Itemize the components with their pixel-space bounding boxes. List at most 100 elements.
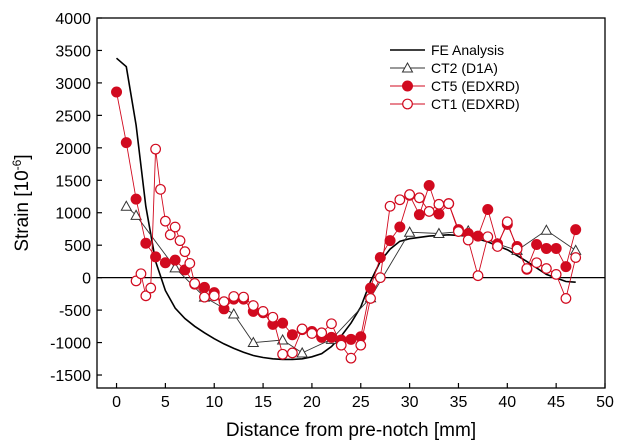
data-point-open xyxy=(540,263,552,274)
data-point-open xyxy=(345,352,357,364)
data-point-open xyxy=(365,293,376,304)
data-point-open xyxy=(228,291,240,302)
y-tick-label: 3000 xyxy=(55,76,91,93)
y-tick-label: -1500 xyxy=(50,368,91,385)
data-point-open xyxy=(159,215,171,227)
legend-item: FE Analysis xyxy=(390,42,504,58)
data-point-filled xyxy=(531,239,543,251)
data-point-triangle xyxy=(169,261,182,273)
data-point-open xyxy=(238,291,249,303)
legend-label: CT2 (D1A) xyxy=(431,60,498,76)
data-point-filled xyxy=(277,317,289,329)
series-layer xyxy=(111,57,582,364)
legend-label: FE Analysis xyxy=(431,42,504,58)
data-point-open xyxy=(384,200,396,212)
y-axis-title-close: ] xyxy=(12,154,33,159)
data-point-triangle xyxy=(401,61,414,73)
data-point-open xyxy=(472,270,484,282)
y-tick-label: 1500 xyxy=(55,173,91,190)
x-tick-label: 0 xyxy=(112,394,121,411)
data-point-open xyxy=(511,243,523,255)
legend-label: CT1 (EDXRD) xyxy=(431,96,520,112)
data-point-triangle xyxy=(120,200,133,211)
x-tick-label: 25 xyxy=(352,394,370,411)
data-point-filled xyxy=(325,331,337,343)
data-point-open xyxy=(404,189,416,200)
data-point-open xyxy=(150,143,162,155)
data-point-open xyxy=(306,328,318,339)
y-tick-label: -1000 xyxy=(50,336,91,353)
data-point-open xyxy=(402,98,413,110)
data-point-open xyxy=(257,306,269,317)
data-point-filled xyxy=(384,235,396,247)
y-tick-label: 4000 xyxy=(55,11,91,28)
data-point-triangle xyxy=(227,307,240,319)
x-tick-label: 40 xyxy=(498,394,516,411)
x-tick-label: 10 xyxy=(205,394,223,411)
series-ct5-edxrd xyxy=(111,86,582,346)
data-point-open xyxy=(277,348,289,360)
data-point-open xyxy=(560,293,572,304)
y-axis-title-main: Strain [10 xyxy=(12,170,33,251)
y-tick-label: -500 xyxy=(59,303,91,320)
x-tick-label: 50 xyxy=(596,394,614,411)
data-point-open xyxy=(286,347,298,359)
data-point-triangle xyxy=(433,227,445,239)
y-tick-label: 3500 xyxy=(55,43,91,60)
data-point-triangle xyxy=(130,209,142,220)
data-point-open xyxy=(247,300,259,311)
data-point-filled xyxy=(423,179,435,191)
data-point-filled xyxy=(433,208,445,220)
data-point-open xyxy=(296,323,308,335)
data-point-open xyxy=(179,246,191,258)
data-point-filled xyxy=(111,86,123,98)
data-point-filled xyxy=(402,80,413,92)
data-point-open xyxy=(218,296,230,308)
data-point-filled xyxy=(472,230,484,242)
data-point-open xyxy=(316,327,328,339)
data-point-filled xyxy=(482,203,494,215)
data-point-open xyxy=(135,268,147,280)
x-axis-ticks: 0 5 10 15 20 25 30 35 40 45 50 xyxy=(112,383,614,411)
data-point-open xyxy=(453,226,464,237)
x-tick-label: 15 xyxy=(254,394,272,411)
x-tick-label: 20 xyxy=(303,394,321,411)
y-tick-label: 1000 xyxy=(55,206,91,223)
data-point-filled xyxy=(550,242,562,254)
series-ct1-edxrd xyxy=(130,143,582,364)
data-point-filled xyxy=(198,281,210,293)
data-point-open xyxy=(189,278,201,289)
data-point-triangle xyxy=(296,346,309,358)
data-point-filled xyxy=(120,137,132,149)
data-point-open xyxy=(208,290,220,302)
data-point-filled xyxy=(169,254,181,266)
y-tick-label: 500 xyxy=(64,238,91,255)
data-point-filled xyxy=(150,251,162,263)
data-point-open xyxy=(443,198,455,210)
data-point-triangle xyxy=(403,226,416,237)
data-point-open xyxy=(174,235,186,247)
data-point-open xyxy=(184,257,196,269)
data-point-open xyxy=(169,221,181,233)
y-axis-title-exponent: -6 xyxy=(10,159,24,170)
legend: FE Analysis CT2 (D1A) CT5 (EDXRD) CT1 (EDXR… xyxy=(390,42,520,112)
data-point-triangle xyxy=(540,224,553,235)
data-point-open xyxy=(423,206,435,217)
x-tick-label: 35 xyxy=(450,394,468,411)
data-point-open xyxy=(482,231,494,243)
data-point-open xyxy=(355,339,367,351)
data-point-open xyxy=(140,290,152,302)
x-axis-title: Distance from pre-notch [mm] xyxy=(226,420,476,441)
x-tick-label: 45 xyxy=(547,394,565,411)
data-point-filled xyxy=(413,209,425,221)
y-tick-label: 2000 xyxy=(55,141,91,158)
data-point-filled xyxy=(140,237,152,249)
data-point-open xyxy=(267,311,279,323)
data-point-filled xyxy=(286,329,298,341)
data-point-filled xyxy=(159,257,171,269)
data-point-open xyxy=(501,216,513,228)
data-point-filled xyxy=(345,333,357,345)
data-point-filled xyxy=(540,242,552,254)
data-point-open xyxy=(335,339,347,351)
